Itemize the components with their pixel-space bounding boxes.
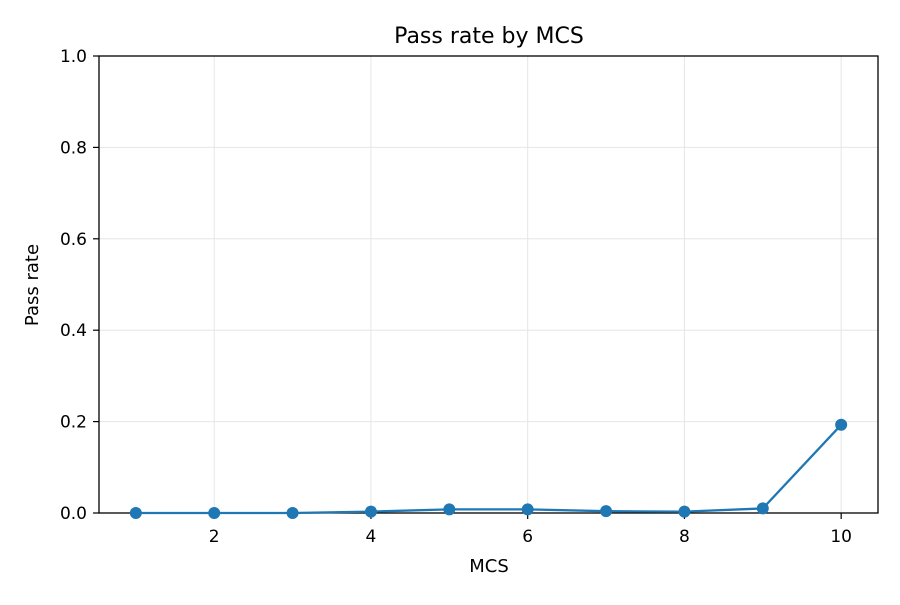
y-tick-label-2: 0.4	[60, 321, 87, 341]
data-point-0-5	[521, 503, 534, 516]
y-tick-label-5: 1.0	[60, 47, 87, 67]
x-tick-label-2: 6	[522, 527, 533, 547]
y-tick-label-3: 0.6	[60, 230, 87, 250]
data-point-0-0	[129, 507, 142, 519]
y-tick-label-0: 0.0	[60, 504, 87, 524]
data-point-0-7	[678, 505, 691, 518]
x-tick-label-4: 10	[830, 527, 852, 547]
data-point-0-8	[756, 502, 769, 515]
series-line-0	[135, 424, 843, 515]
data-point-0-6	[600, 505, 613, 518]
plot-frame	[98, 55, 879, 514]
x-tick-label-1: 4	[366, 527, 377, 547]
x-axis-label: MCS	[469, 556, 509, 577]
x-tick-label-0: 2	[209, 527, 220, 547]
data-point-0-4	[443, 503, 456, 516]
data-point-0-9	[835, 418, 848, 431]
x-tick-label-3: 8	[679, 527, 690, 547]
series	[129, 418, 848, 519]
y-tick-label-1: 0.2	[60, 413, 87, 433]
chart-title: Pass rate by MCS	[394, 24, 584, 49]
data-point-0-1	[208, 507, 221, 519]
data-point-0-2	[286, 507, 299, 519]
y-axis-label: Pass rate	[22, 244, 43, 326]
data-point-0-3	[364, 505, 377, 518]
grid	[99, 55, 878, 514]
y-tick-label-4: 0.8	[60, 138, 87, 158]
labels: Pass rate by MCS MCS Pass rate	[22, 24, 584, 577]
axes: 2 4 6 8 10 0.0 0.2 0.4 0.6 0.8 1.0	[60, 47, 879, 547]
